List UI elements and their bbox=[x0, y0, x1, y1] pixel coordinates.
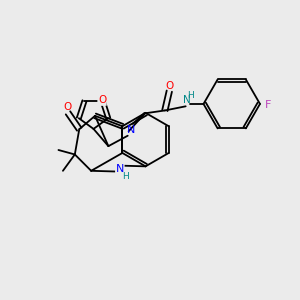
Text: N: N bbox=[127, 125, 135, 135]
Text: H: H bbox=[187, 91, 194, 100]
Text: O: O bbox=[63, 103, 71, 112]
Text: O: O bbox=[98, 95, 106, 105]
Text: N: N bbox=[116, 164, 124, 174]
Text: N: N bbox=[183, 95, 191, 105]
Text: O: O bbox=[166, 81, 174, 91]
Text: F: F bbox=[265, 100, 272, 110]
Text: H: H bbox=[122, 172, 129, 182]
